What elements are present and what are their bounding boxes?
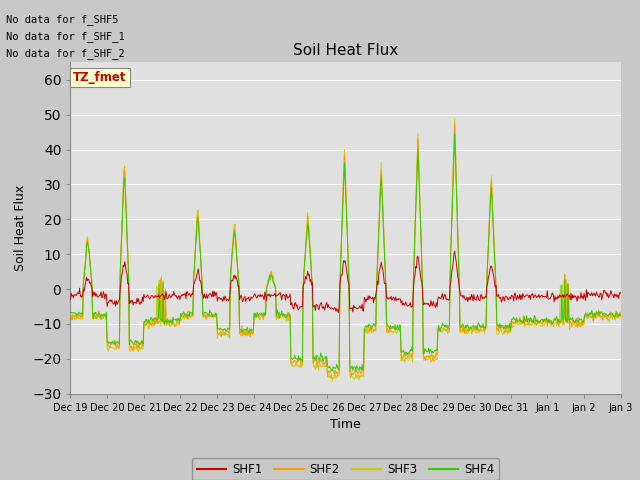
Legend: SHF1, SHF2, SHF3, SHF4: SHF1, SHF2, SHF3, SHF4 bbox=[192, 458, 499, 480]
Text: No data for f_SHF5: No data for f_SHF5 bbox=[6, 14, 119, 25]
Text: TZ_fmet: TZ_fmet bbox=[73, 71, 127, 84]
Text: No data for f_SHF_1: No data for f_SHF_1 bbox=[6, 31, 125, 42]
X-axis label: Time: Time bbox=[330, 418, 361, 431]
Text: No data for f_SHF_2: No data for f_SHF_2 bbox=[6, 48, 125, 59]
Title: Soil Heat Flux: Soil Heat Flux bbox=[293, 44, 398, 59]
Y-axis label: Soil Heat Flux: Soil Heat Flux bbox=[13, 185, 27, 271]
